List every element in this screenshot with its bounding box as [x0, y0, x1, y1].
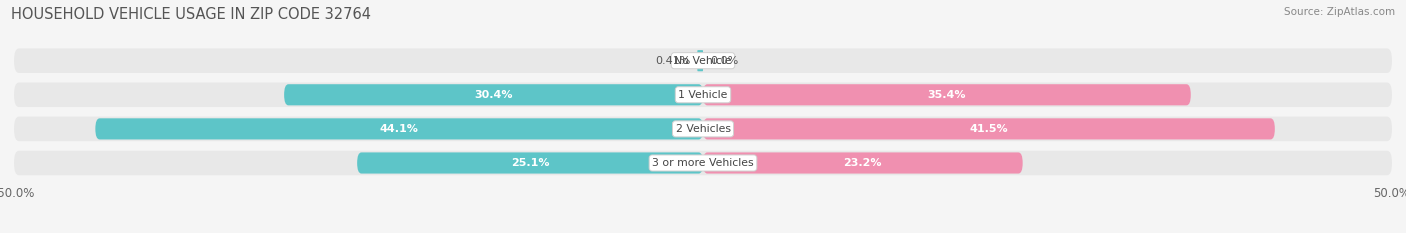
FancyBboxPatch shape	[14, 82, 1392, 107]
FancyBboxPatch shape	[14, 48, 1392, 73]
Text: 44.1%: 44.1%	[380, 124, 419, 134]
Text: 0.0%: 0.0%	[710, 56, 738, 66]
FancyBboxPatch shape	[14, 116, 1392, 141]
Text: 0.41%: 0.41%	[655, 56, 690, 66]
FancyBboxPatch shape	[14, 151, 1392, 175]
Text: 41.5%: 41.5%	[970, 124, 1008, 134]
FancyBboxPatch shape	[357, 152, 703, 174]
FancyBboxPatch shape	[703, 152, 1022, 174]
Text: 1 Vehicle: 1 Vehicle	[678, 90, 728, 100]
FancyBboxPatch shape	[703, 84, 1191, 105]
Text: 25.1%: 25.1%	[510, 158, 550, 168]
Text: 30.4%: 30.4%	[474, 90, 513, 100]
Text: 23.2%: 23.2%	[844, 158, 882, 168]
FancyBboxPatch shape	[96, 118, 703, 140]
Text: No Vehicle: No Vehicle	[675, 56, 731, 66]
Text: 35.4%: 35.4%	[928, 90, 966, 100]
Text: Source: ZipAtlas.com: Source: ZipAtlas.com	[1284, 7, 1395, 17]
Text: HOUSEHOLD VEHICLE USAGE IN ZIP CODE 32764: HOUSEHOLD VEHICLE USAGE IN ZIP CODE 3276…	[11, 7, 371, 22]
FancyBboxPatch shape	[697, 50, 703, 71]
Text: 3 or more Vehicles: 3 or more Vehicles	[652, 158, 754, 168]
FancyBboxPatch shape	[284, 84, 703, 105]
FancyBboxPatch shape	[703, 118, 1275, 140]
Text: 2 Vehicles: 2 Vehicles	[675, 124, 731, 134]
